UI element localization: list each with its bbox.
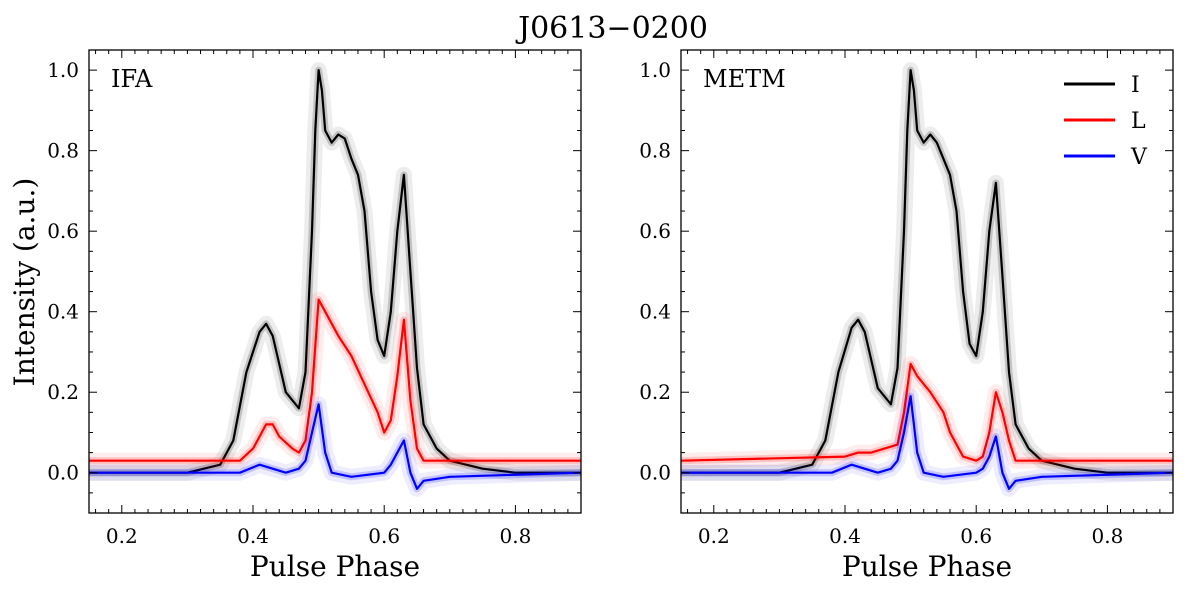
y-tick-label: 0.8 [47,139,79,163]
series-I-spread [89,62,581,481]
y-tick-label: 0.6 [47,219,79,243]
legend-label-V: V [1130,145,1148,170]
series-I-line [681,69,1173,474]
panel-label: METM [703,65,786,93]
legend-label-L: L [1131,109,1146,134]
x-tick-label: 0.2 [698,524,730,548]
y-tick-label: 0.2 [47,380,79,404]
suptitle: J0613−0200 [515,11,708,46]
tick-group [681,50,1174,514]
y-tick-label: 0.0 [47,461,79,485]
y-axis-label: Intensity (a.u.) [8,178,41,387]
series-L-spread [681,356,1173,469]
series-V-halo [89,400,581,493]
series-group [89,62,581,497]
legend: ILV [1064,73,1148,170]
plot-frame [680,49,1174,514]
series-I-line [89,69,581,474]
series-I-spread [681,62,1173,481]
tick-group [89,50,582,514]
x-tick-label: 0.4 [829,524,861,548]
y-tick-label: 0.4 [639,300,671,324]
x-axis-label-left: Pulse Phase [250,550,420,583]
series-L-line [681,362,1173,462]
plot-frame [88,49,582,514]
panel-ifa: 0.2 0.4 0.6 0.8 0.0 0.2 0.4 0.6 0.8 1.0 IFA [47,49,582,548]
x-tick-label: 0.6 [960,524,992,548]
panel-label: IFA [111,65,153,93]
series-V-line [89,403,581,490]
series-L-halo [89,296,581,465]
y-tick-label: 0.4 [47,300,79,324]
y-tick-label: 0.8 [639,139,671,163]
x-axis-label-right: Pulse Phase [842,550,1012,583]
legend-label-I: I [1131,73,1140,98]
y-tick-label: 1.0 [47,58,79,82]
x-tick-label: 0.2 [106,524,138,548]
x-tick-label: 0.8 [499,524,531,548]
series-L-line [89,298,581,462]
x-tick-label: 0.8 [1091,524,1123,548]
y-tick-label: 0.0 [639,461,671,485]
y-tick-label: 1.0 [639,58,671,82]
series-group [681,62,1173,497]
y-tick-label: 0.6 [639,219,671,243]
x-tick-label: 0.6 [368,524,400,548]
series-V-line [681,395,1173,490]
x-tick-label: 0.4 [237,524,269,548]
panel-metm: 0.2 0.4 0.6 0.8 0.0 0.2 0.4 0.6 0.8 1.0 METM ILV [639,49,1174,548]
y-tick-label: 0.2 [639,380,671,404]
